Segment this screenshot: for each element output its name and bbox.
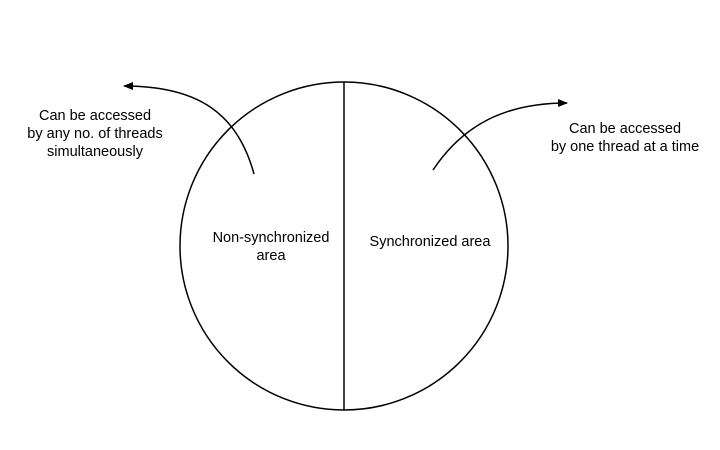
right-annotation-line-1: Can be accessed <box>568 121 682 137</box>
left-annotation-line-2: by any no. of threads <box>27 126 163 142</box>
right-annotation-line-2: by one thread at a time <box>550 139 700 155</box>
left-curved-arrow <box>123 82 255 175</box>
right-annotation-text: Can be accessed by one thread at a time <box>540 120 710 156</box>
non-synchronized-area-label: Non-synchronized area <box>196 229 346 265</box>
synchronized-area-label: Synchronized area <box>355 233 505 251</box>
left-annotation-text: Can be accessed by any no. of threads si… <box>10 107 180 161</box>
left-annotation-line-1: Can be accessed <box>38 108 152 124</box>
non-synchronized-area-line-2: area <box>256 248 286 264</box>
synchronized-area-line-1: Synchronized area <box>369 234 491 250</box>
left-annotation-line-3: simultaneously <box>47 144 143 160</box>
right-curved-arrow <box>432 99 568 171</box>
non-synchronized-area-line-1: Non-synchronized <box>212 230 330 246</box>
